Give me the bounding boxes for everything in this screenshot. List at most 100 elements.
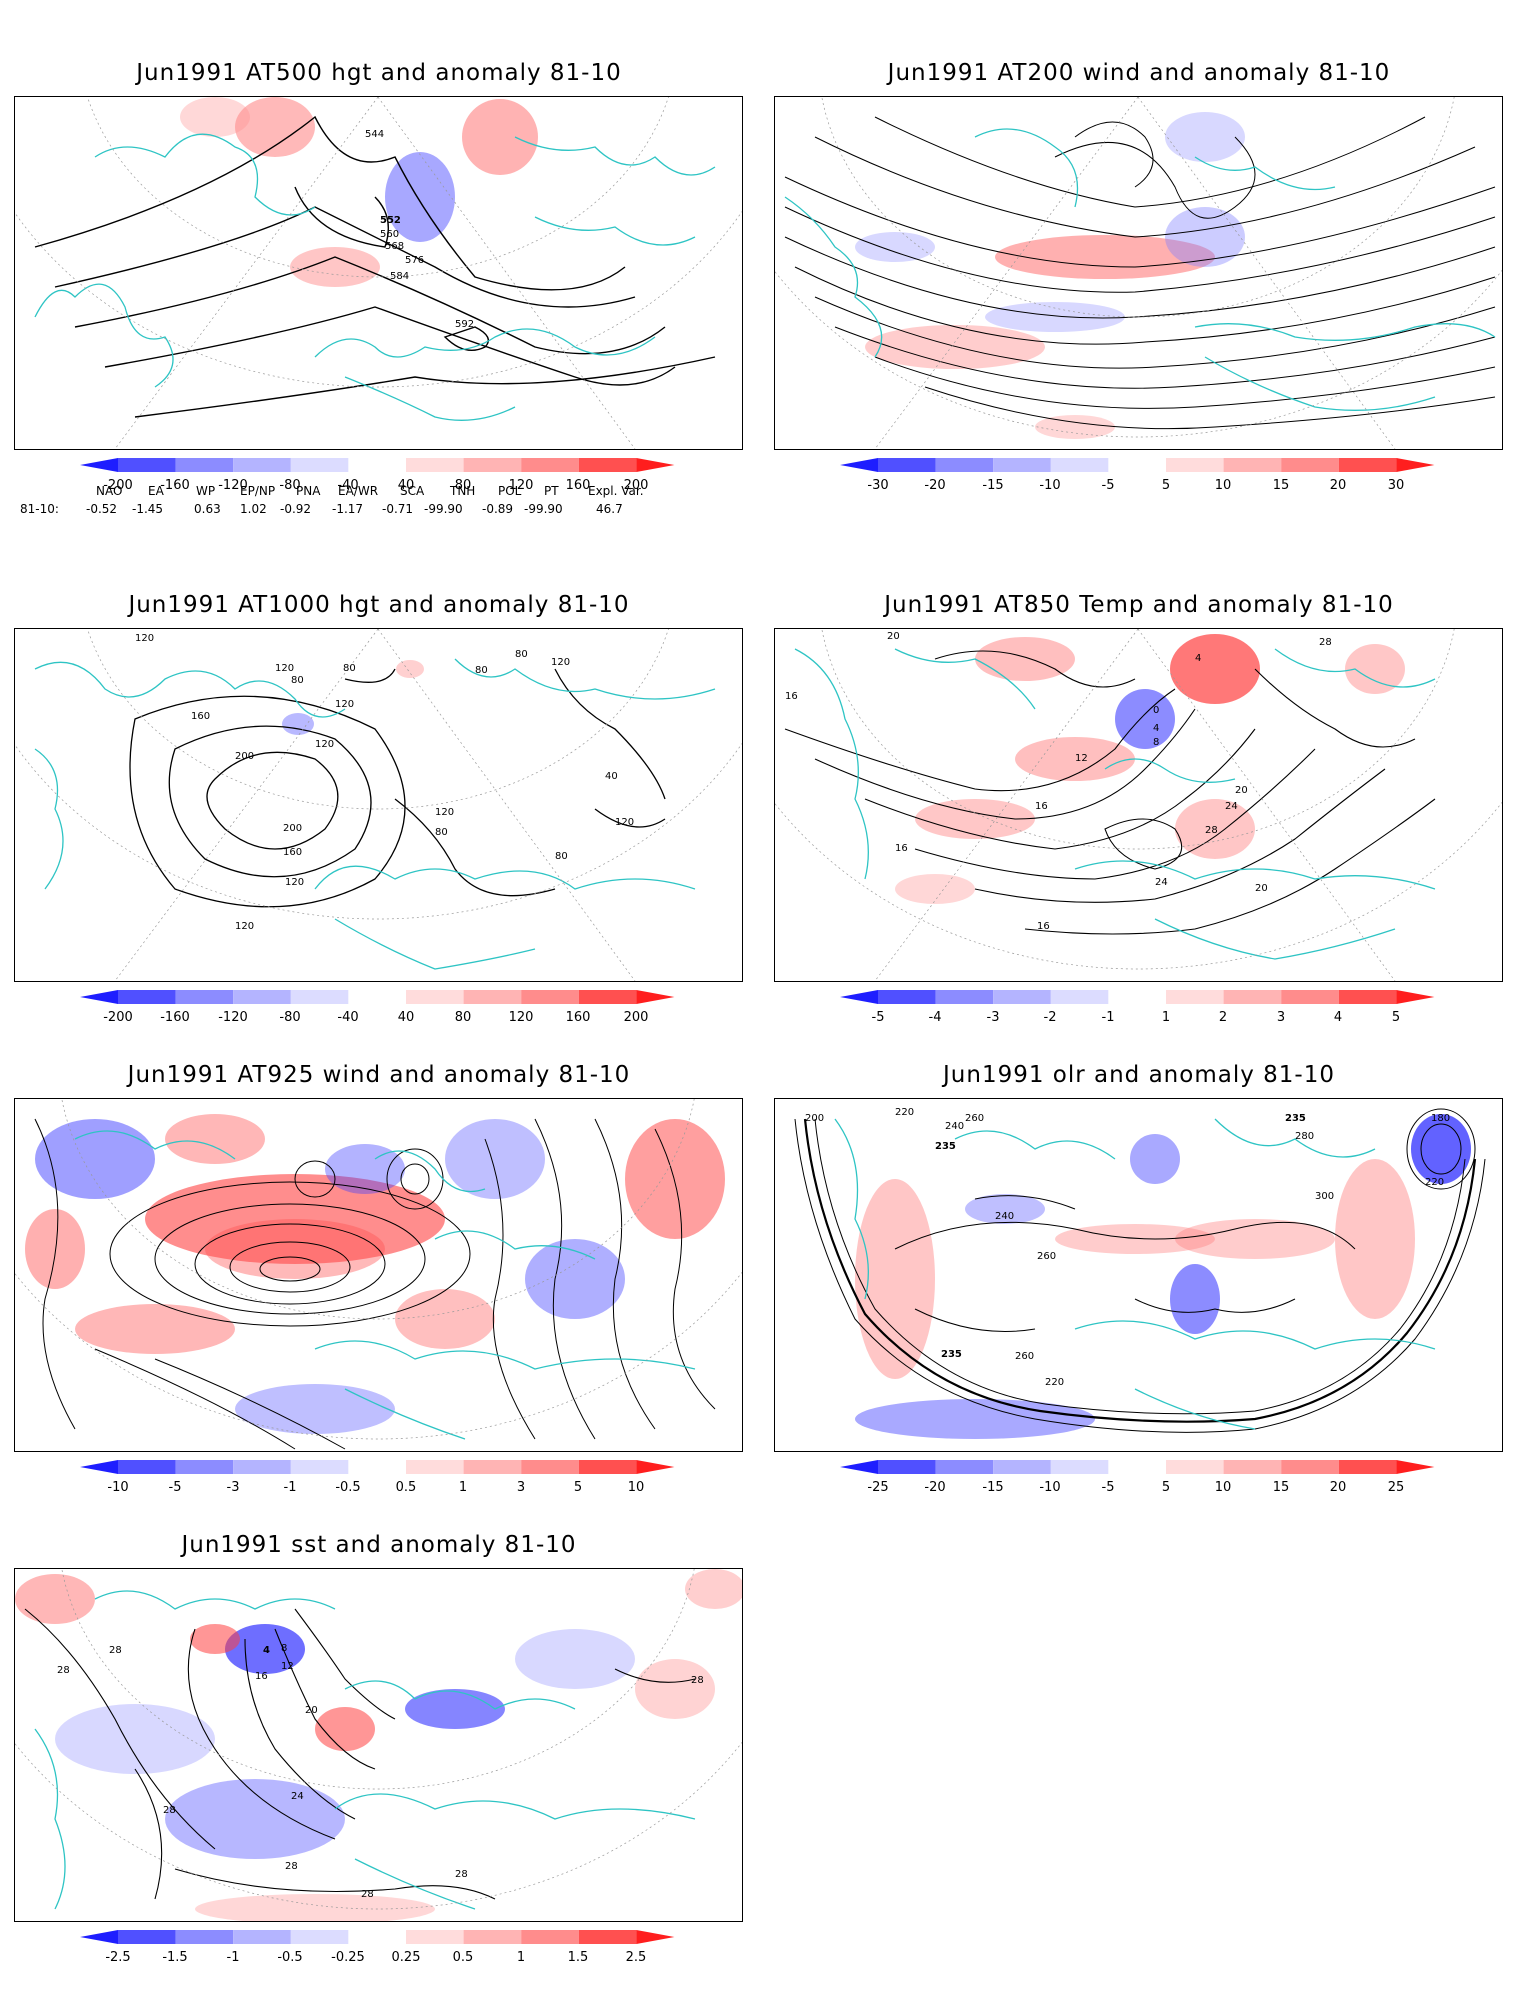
colorbar-swatch	[1166, 990, 1224, 1004]
colorbar: -5 -4 -3 -2 -1 1 2 3 4 5	[818, 988, 1478, 1025]
colorbar-swatch	[993, 990, 1051, 1004]
colorbar-arrow-right	[1396, 1460, 1435, 1474]
colorbar-swatch	[1223, 458, 1282, 472]
contours	[129, 668, 666, 908]
contour-label: 120	[135, 633, 154, 644]
panel-title: Jun1991 sst and anomaly 81-10	[181, 1532, 577, 1558]
panel-z1000: Jun1991 AT1000 hgt and anomaly 81-10	[14, 592, 744, 1032]
contour-label: 4	[1195, 653, 1201, 664]
colorbar-swatch	[463, 1460, 522, 1474]
colorbar-swatch	[290, 1460, 349, 1474]
colorbar-arrow-left	[80, 458, 118, 472]
colorbar-label: 120	[508, 1010, 534, 1025]
colorbar-swatch	[1338, 990, 1397, 1004]
colorbar-swatches	[80, 1930, 675, 1944]
contour-label: 552	[380, 215, 401, 226]
map-olr: 200 220 240 260 235 280 300 180 235 220 …	[774, 1098, 1503, 1452]
coastlines	[34, 1590, 696, 1910]
coastlines	[34, 133, 716, 421]
index-header: EA	[148, 484, 164, 498]
contour-label: 40	[605, 771, 618, 782]
colorbar-labels: -200 -160 -120 -80 -40 40 80 120 160 200	[58, 1010, 718, 1028]
colorbar-label: 40	[397, 478, 415, 493]
colorbar-labels: -10 -5 -3 -1 -0.5 0.5 1 3 5 10	[58, 1480, 718, 1498]
colorbar-label: -25	[867, 1480, 889, 1495]
map-svg: 200 220 240 260 235 280 300 180 235 220 …	[794, 1107, 1486, 1439]
colorbar-swatch	[1223, 990, 1282, 1004]
colorbar-label: -10	[107, 1480, 129, 1495]
colorbar-label: 20	[1329, 478, 1347, 493]
map-w200	[774, 96, 1503, 450]
colorbar-swatch	[118, 458, 176, 472]
colorbar-labels: -2.5 -1.5 -1 -0.5 -0.25 0.25 0.5 1 1.5 2…	[58, 1950, 718, 1968]
colorbar-swatch	[1050, 458, 1109, 472]
contours	[794, 1108, 1486, 1433]
colorbar-label: 10	[1214, 478, 1232, 493]
colorbar-swatches	[840, 990, 1435, 1004]
colorbar-swatch	[1281, 458, 1339, 472]
contour-label: 12	[1075, 753, 1088, 764]
index-value: 0.63	[194, 502, 221, 516]
contour-label: 592	[455, 319, 474, 330]
index-header: TNH	[450, 484, 476, 498]
colorbar-swatch	[290, 1930, 349, 1944]
colorbar-swatches	[80, 1460, 675, 1474]
colorbar-label: 1	[516, 1950, 526, 1965]
contour-label: 28	[57, 1665, 70, 1676]
contour-label: 16	[785, 691, 798, 702]
index-header: PT	[544, 484, 559, 498]
contour-label: 160	[283, 847, 302, 858]
contour-label: 80	[343, 663, 356, 674]
index-header: Expl. Var.	[588, 484, 644, 498]
contour-label: 28	[455, 1869, 468, 1880]
contour-label: 28	[1205, 825, 1218, 836]
colorbar-arrow-right	[1396, 458, 1435, 472]
colorbar-arrow-left	[80, 990, 118, 1004]
contour-label: 16	[895, 843, 908, 854]
colorbar-label: -120	[218, 478, 248, 493]
colorbar-arrow-left	[840, 1460, 878, 1474]
colorbar-swatch	[118, 1930, 176, 1944]
panel-title: Jun1991 olr and anomaly 81-10	[943, 1062, 1335, 1088]
streamlines	[784, 116, 1496, 430]
graticule	[775, 629, 1502, 981]
colorbar-swatch	[1338, 1460, 1397, 1474]
contour-label: 120	[615, 817, 634, 828]
colorbar-label: -80	[279, 1010, 301, 1025]
colorbar-label: -120	[218, 1010, 248, 1025]
colorbar-label: -10	[1039, 478, 1061, 493]
colorbar-label: -5	[871, 1010, 885, 1025]
contour-label: 200	[805, 1113, 824, 1124]
colorbar-label: 10	[1214, 1480, 1232, 1495]
contour-label: 24	[1225, 801, 1238, 812]
colorbar-arrow-right	[636, 990, 675, 1004]
panel-w200: Jun1991 AT200 wind and anomaly 81-10	[774, 60, 1504, 580]
contour-labels: 120 80 120 80 120 160 200 120 120 80 40 …	[135, 633, 634, 932]
contour-label: 220	[1425, 1177, 1444, 1188]
index-value: -0.52	[86, 502, 118, 516]
index-value: -0.89	[482, 502, 514, 516]
anomaly-shading	[180, 97, 538, 287]
colorbar-label: 3	[1276, 1010, 1286, 1025]
panel-sst: Jun1991 sst and anomaly 81-10	[14, 1532, 744, 1972]
contour-label: 260	[965, 1113, 984, 1124]
colorbar-label: -5	[1101, 478, 1115, 493]
colorbar-label: -2.5	[105, 1950, 131, 1965]
index-header: EP/NP	[240, 484, 276, 498]
colorbar-arrow-left	[80, 1930, 118, 1944]
contour-label: 235	[1285, 1113, 1306, 1124]
colorbar-swatch	[233, 458, 291, 472]
contour-label: 220	[1045, 1377, 1064, 1388]
index-value: -99.90	[424, 502, 463, 516]
colorbar-label: -0.5	[335, 1480, 361, 1495]
colorbar-label: 160	[565, 1010, 591, 1025]
contour-label: 80	[291, 675, 304, 686]
anomaly-shading	[855, 112, 1245, 439]
colorbar: -200 -160 -120 -80 -40 40 80 120 160 200	[58, 988, 718, 1025]
colorbar-label: 0.5	[452, 1950, 474, 1965]
colorbar-labels: -30 -20 -15 -10 -5 5 10 15 20 30	[818, 478, 1478, 496]
map-z500: 544 552 560 568 576 584 592	[14, 96, 743, 450]
colorbar-swatch	[1223, 1460, 1282, 1474]
colorbar-label: 5	[1391, 1010, 1401, 1025]
colorbar-arrow-right	[636, 1460, 675, 1474]
